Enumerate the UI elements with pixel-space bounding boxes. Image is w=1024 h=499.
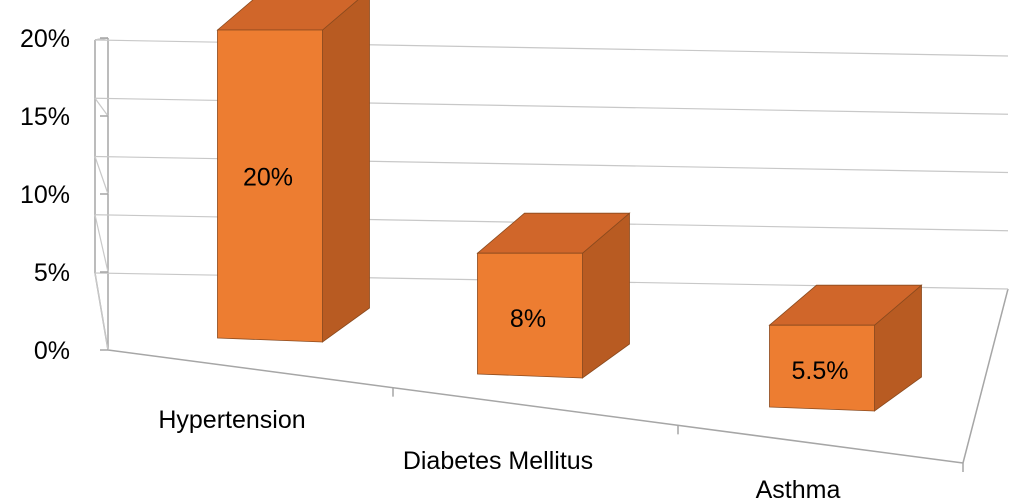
y-tick-label: 15% <box>20 103 70 131</box>
bar-side <box>322 0 370 343</box>
y-tick-label: 10% <box>20 181 70 209</box>
bar-front <box>769 324 875 412</box>
gridline-side <box>94 214 109 273</box>
y-tick-label: 0% <box>34 337 70 365</box>
data-label: 20% <box>243 164 293 192</box>
floor-right-edge <box>962 288 1009 464</box>
x-axis-labels: Hypertension Diabetes Mellitus Asthma <box>158 406 840 499</box>
y-tick-label: 20% <box>20 25 70 53</box>
gridline-side <box>94 97 109 117</box>
data-label: 8% <box>510 305 546 333</box>
gridline-side <box>94 272 109 351</box>
gridline-side <box>94 156 109 195</box>
y-axis-ticks: 0% 5% 10% 15% 20% <box>20 25 108 365</box>
bar: 20% <box>216 0 370 343</box>
bar-front <box>477 252 583 379</box>
x-tick-label: Hypertension <box>158 406 305 434</box>
y-tick-label: 5% <box>34 259 70 287</box>
x-tick-label: Diabetes Mellitus <box>403 447 593 475</box>
bars: 20% 8% 5.5% <box>216 0 923 412</box>
x-axis-line <box>107 349 964 464</box>
bar-front <box>217 29 323 343</box>
x-tick-label: Asthma <box>756 476 841 499</box>
bar: 5.5% <box>768 284 923 412</box>
data-label: 5.5% <box>792 357 849 385</box>
bar: 8% <box>476 212 631 379</box>
